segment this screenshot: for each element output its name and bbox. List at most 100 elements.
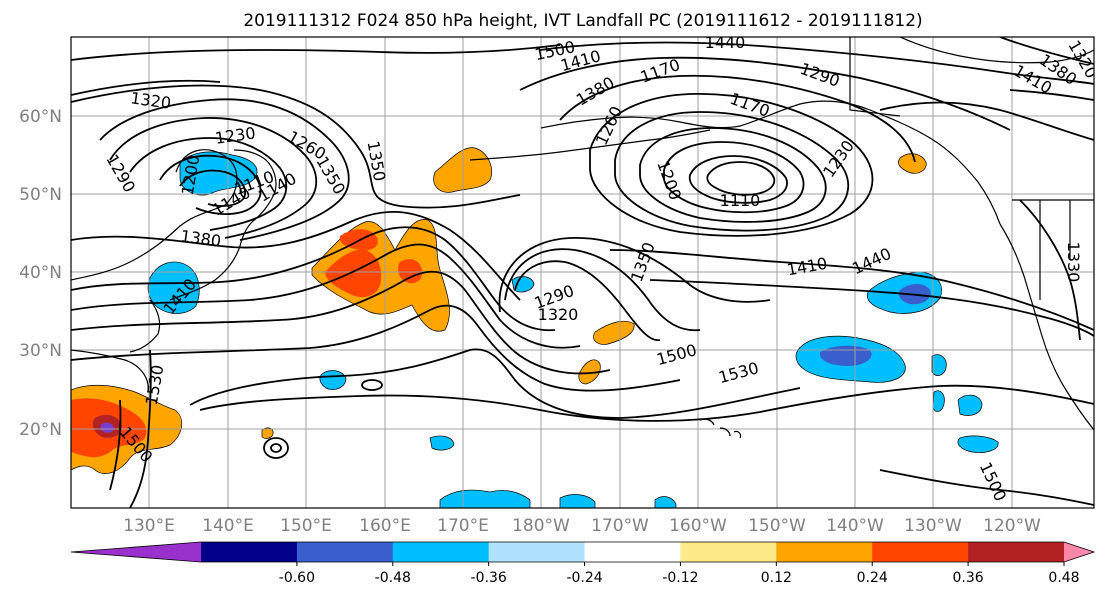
colorbar-tick-label: -0.60 <box>279 570 315 586</box>
colorbar-tick-label: 0.48 <box>1048 570 1079 586</box>
height-contours <box>71 37 1094 508</box>
height-contour <box>71 304 681 392</box>
contour-label: 1440 <box>705 33 746 52</box>
height-contour <box>109 399 122 491</box>
positive-anomaly-patch <box>898 153 927 174</box>
north-america-west-coast <box>999 223 1094 431</box>
colorbar-tick-label: -0.24 <box>566 570 602 586</box>
height-contour <box>609 249 1094 331</box>
height-contour <box>109 117 318 239</box>
height-contour <box>1009 89 1094 101</box>
height-contour <box>71 84 521 209</box>
coastlines <box>71 37 1094 439</box>
strong-positive-anomaly-patch <box>398 259 423 284</box>
canada-border <box>849 37 901 117</box>
height-contour <box>71 79 221 96</box>
negative-anomaly-patch <box>439 489 531 508</box>
height-contour <box>129 349 152 508</box>
strong-positive-anomaly-patch <box>325 249 382 297</box>
contour-label: 1110 <box>720 191 761 210</box>
height-contour <box>514 260 661 342</box>
colorbar-segment <box>680 542 777 562</box>
lon-label: 150°E <box>280 516 332 536</box>
height-contour <box>879 469 1094 506</box>
negative-anomaly-patch <box>957 435 999 453</box>
colorbar-tick-label: -0.12 <box>662 570 698 586</box>
colorbar-segment <box>872 542 969 562</box>
negative-anomaly-patch <box>957 394 983 416</box>
colorbar-segment <box>776 542 873 562</box>
colorbar-segment <box>488 542 586 562</box>
contour-label: 1320 <box>538 305 579 324</box>
colorbar-tick-label: -0.48 <box>375 570 411 586</box>
negative-anomaly-patch <box>654 496 677 508</box>
arctic-coastline <box>899 37 1094 64</box>
height-contour <box>71 226 556 332</box>
extreme-positive-anomaly-patch <box>100 422 114 433</box>
colorbar-extend-high <box>1064 542 1094 562</box>
figure-title: 2019111312 F024 850 hPa height, IVT Land… <box>243 11 922 31</box>
lat-label-20n: 20°N <box>19 420 62 440</box>
lon-label: 160°W <box>669 516 727 536</box>
lat-label-60n: 60°N <box>19 107 62 127</box>
height-contour <box>199 384 1094 422</box>
lon-label: 180°W <box>512 516 570 536</box>
height-contour <box>999 37 1094 65</box>
height-contour <box>559 74 916 163</box>
height-contour <box>189 348 801 419</box>
height-contour <box>519 56 1011 131</box>
colorbar-tick-label: 0.24 <box>857 570 888 586</box>
moderate-negative-anomaly-patch <box>819 345 872 366</box>
map-border <box>70 36 1095 509</box>
china-coastline <box>71 349 149 393</box>
positive-anomaly-patch <box>578 359 601 385</box>
negative-anomaly-patch <box>931 354 947 376</box>
lon-label: 160°E <box>359 516 411 536</box>
kamchatka-coastline <box>233 149 277 223</box>
lon-label: 170°W <box>591 516 649 536</box>
height-contour <box>71 44 561 61</box>
height-contour <box>71 270 611 375</box>
negative-anomaly-patch <box>559 494 596 508</box>
longitude-labels: 130°E 140°E 150°E 160°E 170°E 180°W 170°… <box>123 516 1041 536</box>
colorbar-tick-label: -0.36 <box>471 570 507 586</box>
colorbar-outline <box>70 541 1096 563</box>
height-contour <box>1019 199 1081 341</box>
lon-label: 130°E <box>123 516 175 536</box>
contour-label: 1330 <box>1064 242 1083 283</box>
closed-contour <box>263 437 289 459</box>
height-contour <box>71 243 581 349</box>
colorbar-segment <box>392 542 490 562</box>
height-contour <box>663 141 805 214</box>
closed-contour <box>361 379 383 391</box>
height-contour <box>706 161 776 196</box>
lon-label: 140°W <box>826 516 884 536</box>
height-contour <box>614 111 850 232</box>
colorbar-tick-label: 0.36 <box>953 570 984 586</box>
height-contour <box>504 248 701 332</box>
lon-label: 120°W <box>983 516 1041 536</box>
korea-coastline <box>129 299 161 353</box>
positive-anomaly-patch <box>593 320 635 345</box>
asia-coastline <box>71 149 238 281</box>
lon-label: 150°W <box>748 516 806 536</box>
aleutian-islands <box>469 129 711 161</box>
lat-label-50n: 50°N <box>19 185 62 205</box>
latitude-labels: 60°N 50°N 40°N 30°N 20°N <box>19 107 62 440</box>
lat-label-40n: 40°N <box>19 263 62 283</box>
lon-label: 140°E <box>202 516 254 536</box>
lat-label-30n: 30°N <box>19 341 62 361</box>
height-contour <box>71 211 521 301</box>
negative-anomaly-patch <box>147 261 200 314</box>
us-states-border <box>1012 199 1094 300</box>
height-contour <box>99 98 350 241</box>
height-contour <box>539 41 1094 85</box>
height-contour <box>639 127 827 223</box>
colorbar-segment <box>584 542 681 562</box>
height-contour <box>129 137 288 231</box>
positive-anomaly-patch <box>261 427 274 439</box>
colorbar: -0.60 -0.48 -0.36 -0.24 -0.12 0.12 0.24 0.36 0.4… <box>70 541 1096 586</box>
height-contour <box>649 279 1094 337</box>
colorbar-segment <box>201 542 298 562</box>
